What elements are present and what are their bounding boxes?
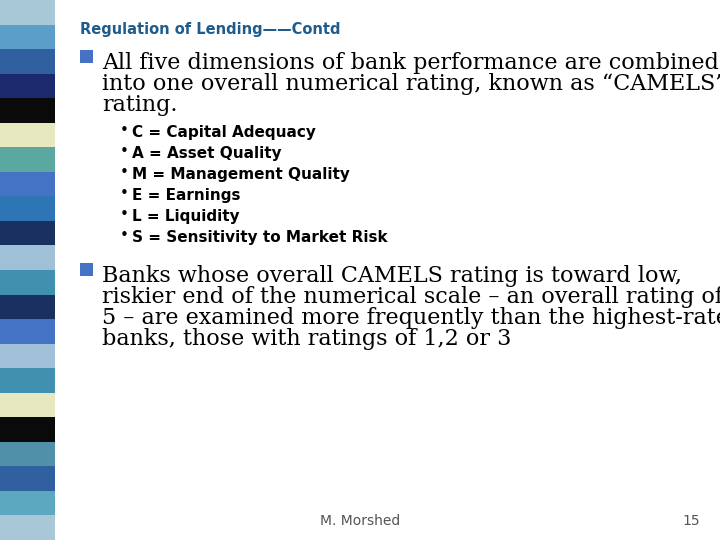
- Bar: [0, 319, 55, 343]
- Bar: [0, 147, 55, 172]
- Text: into one overall numerical rating, known as “CAMELS”: into one overall numerical rating, known…: [102, 73, 720, 95]
- Text: banks, those with ratings of 1,2 or 3: banks, those with ratings of 1,2 or 3: [102, 328, 511, 350]
- Text: •: •: [120, 165, 129, 180]
- Bar: [0, 442, 55, 467]
- Text: riskier end of the numerical scale – an overall rating of 4 or: riskier end of the numerical scale – an …: [102, 286, 720, 308]
- Text: S = Sensitivity to Market Risk: S = Sensitivity to Market Risk: [132, 230, 387, 245]
- Text: C = Capital Adequacy: C = Capital Adequacy: [132, 125, 316, 140]
- Bar: [0, 123, 55, 147]
- Bar: [0, 221, 55, 246]
- Text: L = Liquidity: L = Liquidity: [132, 209, 240, 224]
- Text: M. Morshed: M. Morshed: [320, 514, 400, 528]
- Bar: [0, 73, 55, 98]
- Text: A = Asset Quality: A = Asset Quality: [132, 146, 282, 161]
- Text: Banks whose overall CAMELS rating is toward low,: Banks whose overall CAMELS rating is tow…: [102, 265, 682, 287]
- Bar: [0, 516, 55, 540]
- Text: 5 – are examined more frequently than the highest-rated: 5 – are examined more frequently than th…: [102, 307, 720, 329]
- Bar: [0, 270, 55, 294]
- Bar: [0, 24, 55, 49]
- Text: E = Earnings: E = Earnings: [132, 188, 240, 203]
- Bar: [80, 263, 93, 276]
- Text: •: •: [120, 207, 129, 222]
- Bar: [0, 368, 55, 393]
- Text: •: •: [120, 144, 129, 159]
- Bar: [0, 491, 55, 516]
- Text: •: •: [120, 186, 129, 201]
- Bar: [0, 98, 55, 123]
- Text: M = Management Quality: M = Management Quality: [132, 167, 350, 182]
- Bar: [0, 467, 55, 491]
- Text: •: •: [120, 228, 129, 243]
- Bar: [0, 417, 55, 442]
- Bar: [0, 393, 55, 417]
- Bar: [0, 294, 55, 319]
- Text: •: •: [120, 123, 129, 138]
- Bar: [0, 172, 55, 197]
- Bar: [0, 246, 55, 270]
- Bar: [0, 197, 55, 221]
- Bar: [0, 49, 55, 73]
- Bar: [0, 0, 55, 24]
- Bar: [80, 50, 93, 63]
- Bar: [0, 343, 55, 368]
- Text: rating.: rating.: [102, 94, 178, 116]
- Text: 15: 15: [683, 514, 700, 528]
- Text: All five dimensions of bank performance are combined: All five dimensions of bank performance …: [102, 52, 719, 74]
- Text: Regulation of Lending——Contd: Regulation of Lending——Contd: [80, 22, 341, 37]
